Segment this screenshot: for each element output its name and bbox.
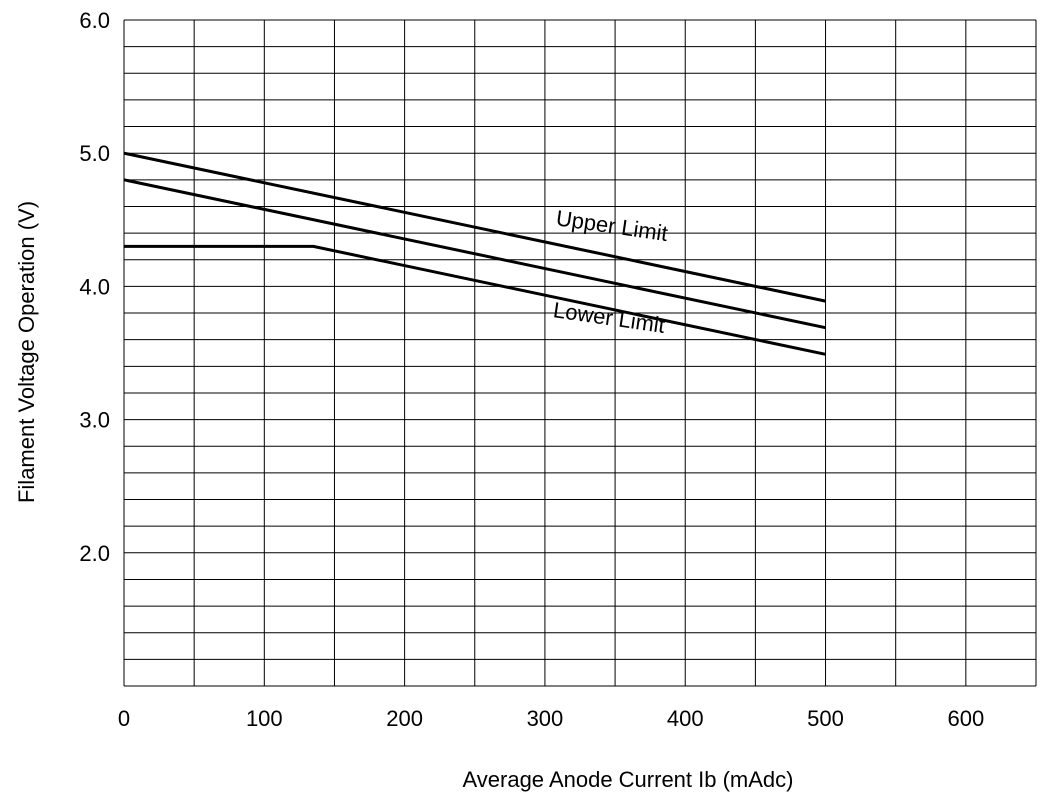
x-tick-label: 300 — [527, 706, 564, 731]
annotation-2: Lower Limit — [552, 297, 667, 338]
series-line-2 — [123, 178, 826, 330]
annotation-1: Upper Limit — [554, 205, 669, 246]
x-axis-ticks: 0 100 200 300 400 500 600 — [118, 706, 984, 731]
annotations: Upper Limit Lower Limit — [552, 205, 670, 338]
y-axis-label: Filament Voltage Operation (V) — [14, 201, 39, 503]
y-tick-label: 6.0 — [79, 8, 110, 33]
series-line-3 — [124, 244, 826, 356]
x-tick-label: 200 — [386, 706, 423, 731]
y-axis-ticks: 2.0 3.0 4.0 5.0 6.0 — [79, 8, 110, 566]
x-tick-label: 500 — [807, 706, 844, 731]
x-tick-label: 100 — [246, 706, 283, 731]
x-tick-label: 0 — [118, 706, 130, 731]
y-tick-label: 5.0 — [79, 141, 110, 166]
y-tick-label: 3.0 — [79, 408, 110, 433]
x-tick-label: 400 — [667, 706, 704, 731]
y-tick-label: 2.0 — [79, 541, 110, 566]
x-axis-label: Average Anode Current Ib (mAdc) — [463, 767, 794, 792]
series-lines — [123, 151, 826, 356]
x-tick-label: 600 — [947, 706, 984, 731]
series-line-1 — [123, 151, 826, 303]
grid — [123, 19, 1037, 687]
y-tick-label: 4.0 — [79, 274, 110, 299]
